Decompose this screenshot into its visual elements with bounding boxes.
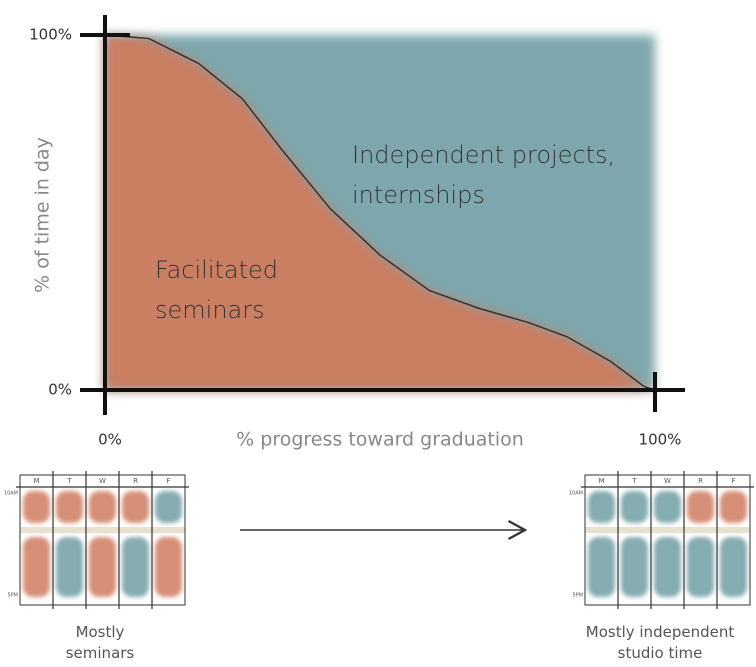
x-tick-label: 0% bbox=[98, 431, 122, 449]
schedule-block bbox=[23, 491, 50, 523]
curve bbox=[104, 34, 656, 391]
schedule-block bbox=[23, 537, 50, 597]
schedule-frame bbox=[19, 474, 186, 606]
time-label: 5PM bbox=[572, 593, 583, 599]
schedule-block bbox=[56, 537, 83, 597]
schedule-block bbox=[720, 491, 747, 523]
day-label: R bbox=[698, 477, 703, 485]
day-label: F bbox=[166, 477, 170, 485]
schedule-block bbox=[654, 491, 681, 523]
day-label: T bbox=[631, 477, 637, 485]
schedule: M T W R F 10AM 5PM bbox=[569, 471, 754, 609]
day-label: F bbox=[731, 477, 735, 485]
schedule-frame bbox=[584, 474, 751, 606]
schedule-block bbox=[687, 537, 714, 597]
time-label: 10AM bbox=[4, 491, 18, 497]
day-label: T bbox=[66, 477, 72, 485]
y-tick-label: 0% bbox=[48, 381, 72, 399]
schedule-block bbox=[654, 537, 681, 597]
schedule-block bbox=[89, 491, 116, 523]
schedule-block bbox=[621, 537, 648, 597]
schedule-block bbox=[720, 537, 747, 597]
x-axis-label: % progress toward graduation bbox=[236, 429, 524, 451]
day-label: W bbox=[99, 477, 106, 485]
y-tick-label: 100% bbox=[29, 26, 72, 44]
schedule-block bbox=[588, 491, 615, 523]
lunch-band bbox=[585, 527, 750, 533]
schedule-block bbox=[621, 491, 648, 523]
schedule-block bbox=[122, 491, 149, 523]
day-label: W bbox=[664, 477, 671, 485]
schedule-block bbox=[56, 491, 83, 523]
y-axis-label: % of time in day bbox=[32, 137, 54, 293]
day-label: M bbox=[598, 477, 604, 485]
schedule-block bbox=[588, 537, 615, 597]
area-label: Facilitated seminars bbox=[155, 256, 279, 324]
area-label: Independent projects, internships bbox=[352, 141, 616, 209]
area bbox=[105, 35, 655, 390]
schedule-block bbox=[687, 491, 714, 523]
lunch-band bbox=[20, 527, 185, 533]
day-label: R bbox=[133, 477, 138, 485]
x-tick-label: 100% bbox=[639, 431, 682, 449]
caption: Mostly seminars bbox=[65, 623, 135, 662]
time-label: 10AM bbox=[569, 491, 583, 497]
day-label: M bbox=[33, 477, 39, 485]
schedule-block bbox=[122, 537, 149, 597]
caption: Mostly independent studio time bbox=[585, 623, 735, 662]
time-label: 5PM bbox=[7, 593, 18, 599]
schedule-block bbox=[89, 537, 116, 597]
schedule-block bbox=[155, 537, 182, 597]
schedule: M T W R F 10AM 5PM bbox=[4, 471, 189, 609]
schedule-block bbox=[155, 491, 182, 523]
